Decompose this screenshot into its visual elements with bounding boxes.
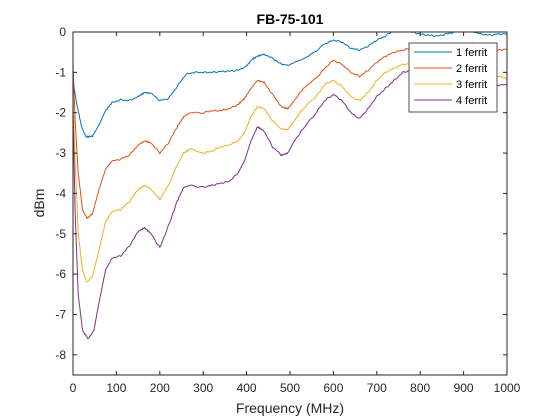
y-axis-label: dBm	[31, 189, 47, 218]
legend-label-4: 4 ferrit	[456, 95, 487, 107]
x-tick-label: 600	[323, 381, 343, 395]
x-tick-label: 1000	[494, 381, 521, 395]
legend: 1 ferrit 2 ferrit 3 ferrit 4 ferrit	[408, 42, 498, 113]
legend-label-1: 1 ferrit	[456, 47, 487, 59]
x-tick-label: 700	[367, 381, 387, 395]
legend-label-2: 2 ferrit	[456, 63, 487, 75]
chart-title: FB-75-101	[257, 11, 324, 27]
y-tick-label: -6	[55, 267, 66, 281]
x-tick-label: 800	[410, 381, 430, 395]
y-tick-label: -4	[55, 186, 66, 200]
y-tick-label: -8	[55, 348, 66, 362]
x-tick-label: 900	[454, 381, 474, 395]
y-tick-label: 0	[59, 25, 66, 39]
x-tick-label: 200	[150, 381, 170, 395]
x-tick-label: 500	[280, 381, 300, 395]
y-tick-label: -7	[55, 307, 66, 321]
y-tick-label: -3	[55, 146, 66, 160]
y-tick-label: -5	[55, 227, 66, 241]
x-tick-label: 100	[106, 381, 126, 395]
legend-label-3: 3 ferrit	[456, 79, 487, 91]
x-tick-label: 0	[70, 381, 77, 395]
x-axis-label: Frequency (MHz)	[236, 400, 344, 416]
y-tick-label: -2	[55, 106, 66, 120]
series-line-1	[73, 32, 507, 138]
y-tick-label: -1	[55, 65, 66, 79]
x-tick-label: 400	[237, 381, 257, 395]
x-tick-label: 300	[193, 381, 213, 395]
ticks-layer: 0 100 200 300 400 500 600 700 800 900 1000 0 -1 -2 -3 -…	[55, 25, 520, 395]
